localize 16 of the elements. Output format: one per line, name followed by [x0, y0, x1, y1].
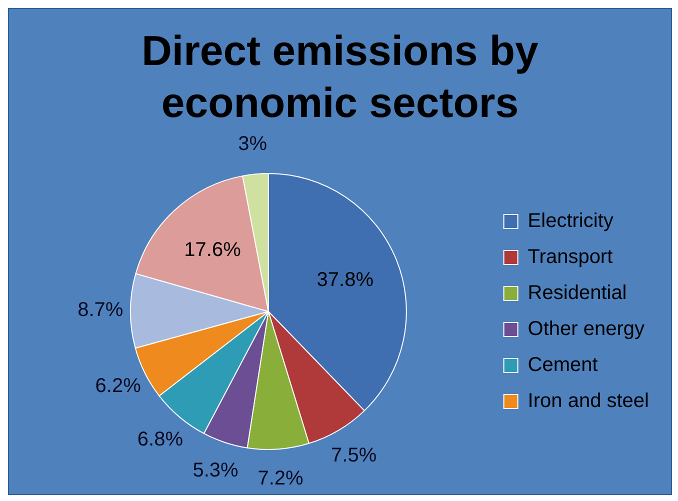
- data-label: 3%: [238, 132, 268, 155]
- legend-label: Electricity: [528, 210, 614, 232]
- data-label: 7.5%: [331, 444, 377, 467]
- data-label: 7.2%: [258, 468, 304, 490]
- legend-label: Other energy: [528, 318, 645, 340]
- data-label: 8.7%: [78, 299, 124, 322]
- data-label: 6.2%: [95, 375, 142, 398]
- legend-label: Residential: [528, 282, 627, 304]
- legend-label: Transport: [528, 246, 614, 268]
- data-label: 17.6%: [184, 238, 242, 261]
- data-label: 37.8%: [316, 268, 374, 291]
- data-label: 6.8%: [137, 428, 184, 451]
- data-label: 5.3%: [192, 459, 239, 482]
- chart-title: Direct emissions by economic sectors: [140, 26, 540, 128]
- legend-label: Iron and steel: [528, 390, 650, 412]
- legend-label: Cement: [528, 354, 598, 376]
